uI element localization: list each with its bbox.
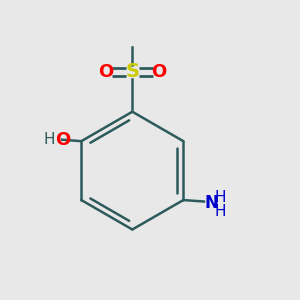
Text: O: O bbox=[55, 131, 70, 149]
Text: H: H bbox=[215, 204, 226, 219]
Text: O: O bbox=[151, 63, 166, 81]
Text: S: S bbox=[125, 62, 139, 82]
Text: O: O bbox=[98, 63, 113, 81]
Text: H: H bbox=[215, 190, 226, 205]
Text: N: N bbox=[204, 194, 218, 212]
Text: H: H bbox=[43, 132, 55, 147]
